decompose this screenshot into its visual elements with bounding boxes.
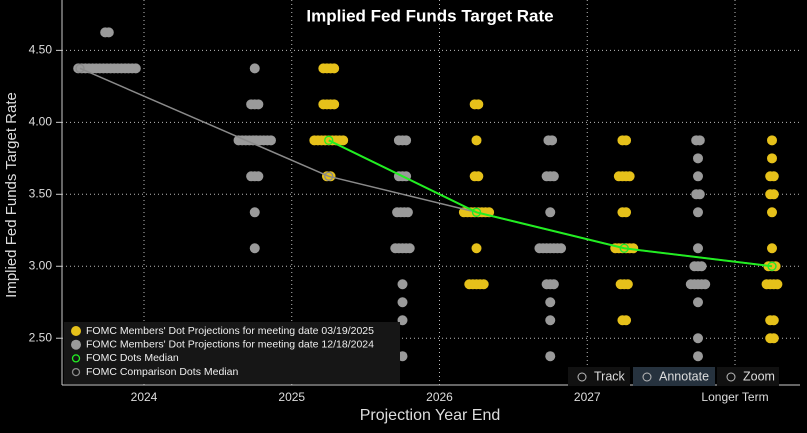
- x-tick-label: 2024: [131, 390, 158, 404]
- dot: [253, 99, 264, 110]
- dot: [478, 279, 489, 290]
- y-tick-label: 3.50: [29, 186, 53, 200]
- dot: [768, 333, 779, 344]
- dot: [130, 63, 141, 74]
- x-tick-label: 2026: [426, 390, 453, 404]
- button-icon: [726, 372, 736, 382]
- button-icon: [577, 372, 587, 382]
- dot: [265, 135, 276, 146]
- median-point: [619, 243, 629, 253]
- median-line: [328, 139, 773, 268]
- x-tick-label: 2027: [574, 390, 601, 404]
- dot: [628, 243, 639, 254]
- toolbar-button[interactable]: Zoom: [717, 367, 779, 386]
- dot: [624, 171, 635, 182]
- dot: [103, 27, 114, 38]
- dot: [772, 279, 783, 290]
- button-label: Zoom: [743, 369, 775, 383]
- button-label: Annotate: [659, 369, 709, 383]
- dot: [768, 171, 779, 182]
- dot: [556, 243, 567, 254]
- dot: [693, 243, 703, 254]
- legend-label: FOMC Dots Median: [86, 352, 179, 364]
- dot: [397, 279, 408, 290]
- dot: [473, 99, 484, 110]
- dot: [767, 153, 777, 164]
- button-bg: [568, 367, 630, 386]
- y-tick-label: 4.00: [29, 115, 53, 129]
- dot: [621, 135, 632, 146]
- dot: [694, 135, 705, 146]
- legend-marker: [71, 339, 81, 350]
- dot: [397, 297, 408, 308]
- median-point: [75, 63, 85, 74]
- x-axis-label: Projection Year End: [360, 407, 501, 424]
- dot: [249, 63, 260, 74]
- y-tick-label: 3.00: [29, 258, 53, 272]
- dot: [471, 243, 482, 254]
- x-tick-label: Longer Term: [701, 390, 768, 404]
- dot: [404, 243, 415, 254]
- dot: [548, 171, 559, 182]
- legend-label: FOMC Members' Dot Projections for meetin…: [86, 325, 374, 337]
- median-point: [767, 261, 777, 271]
- dot: [471, 135, 482, 146]
- dot: [545, 297, 556, 308]
- legend-marker: [71, 367, 81, 377]
- dot: [473, 171, 484, 182]
- dot: [767, 135, 777, 146]
- toolbar-button[interactable]: Track: [568, 367, 630, 386]
- dot: [329, 63, 340, 74]
- dot: [693, 171, 703, 182]
- dot: [338, 135, 349, 146]
- button-bg: [633, 367, 715, 386]
- chart-title: Implied Fed Funds Target Rate: [306, 6, 553, 25]
- dot: [548, 279, 559, 290]
- dot: [696, 261, 707, 272]
- dot: [249, 243, 260, 254]
- dot: [767, 207, 777, 218]
- dot: [694, 189, 705, 200]
- dot: [401, 135, 412, 146]
- median-point: [471, 207, 482, 217]
- y-tick-label: 2.50: [29, 330, 53, 344]
- x-tick-label: 2025: [278, 390, 305, 404]
- dot: [693, 333, 703, 344]
- dot: [622, 279, 633, 290]
- dot: [329, 99, 340, 110]
- y-axis-label: Implied Fed Funds Target Rate: [3, 92, 20, 298]
- dot: [693, 207, 703, 218]
- dot: [768, 189, 779, 200]
- dot: [767, 243, 777, 254]
- button-bg: [717, 367, 779, 386]
- legend-marker: [71, 326, 81, 336]
- dot: [547, 135, 558, 146]
- dot: [545, 351, 556, 362]
- dot: [693, 297, 703, 308]
- dot: [249, 207, 260, 218]
- legend-marker: [71, 354, 81, 363]
- button-label: Track: [594, 369, 626, 383]
- button-icon: [642, 372, 652, 382]
- dot: [621, 315, 632, 326]
- y-tick-label: 4.50: [29, 43, 53, 57]
- median-point: [324, 171, 334, 181]
- dot: [253, 171, 264, 182]
- dot: [768, 315, 779, 326]
- dot: [693, 153, 703, 164]
- toolbar-button[interactable]: Annotate: [633, 367, 715, 386]
- legend-label: FOMC Members' Dot Projections for meetin…: [86, 338, 374, 350]
- dot: [700, 279, 711, 290]
- legend-label: FOMC Comparison Dots Median: [86, 366, 238, 378]
- dot: [545, 207, 556, 218]
- dot: [621, 207, 632, 218]
- dot: [402, 207, 413, 218]
- median-point: [324, 135, 334, 145]
- dot: [545, 315, 556, 326]
- legend-box: [64, 322, 400, 384]
- dot: [693, 351, 703, 362]
